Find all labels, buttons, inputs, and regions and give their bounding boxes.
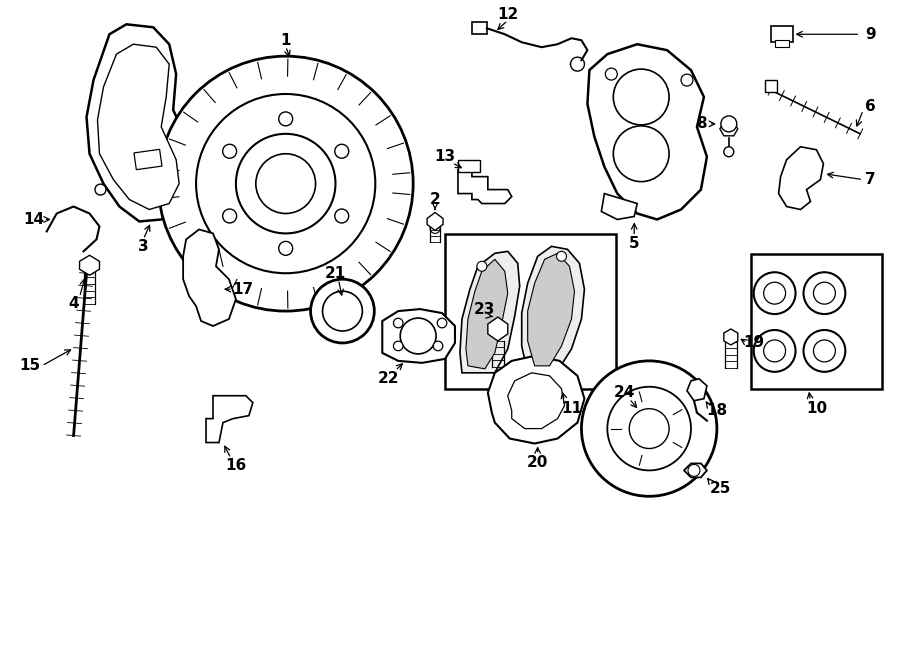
Text: 18: 18: [706, 403, 727, 418]
Polygon shape: [488, 317, 508, 341]
Circle shape: [556, 251, 566, 261]
Polygon shape: [508, 373, 564, 428]
Circle shape: [814, 340, 835, 362]
Circle shape: [764, 282, 786, 304]
Text: 10: 10: [806, 401, 827, 416]
Text: 12: 12: [497, 7, 518, 22]
Text: 21: 21: [325, 266, 346, 281]
Polygon shape: [778, 147, 824, 210]
Bar: [445, 235, 617, 389]
Polygon shape: [724, 329, 738, 345]
Bar: [751, 254, 882, 389]
Polygon shape: [97, 44, 179, 210]
Circle shape: [393, 318, 403, 328]
Text: 6: 6: [865, 99, 876, 114]
Text: 1: 1: [281, 33, 291, 48]
Circle shape: [581, 361, 717, 496]
Polygon shape: [684, 463, 706, 477]
Circle shape: [95, 184, 106, 195]
Text: 11: 11: [561, 401, 582, 416]
Polygon shape: [601, 194, 637, 219]
Text: 17: 17: [232, 282, 254, 297]
Circle shape: [629, 408, 669, 449]
Circle shape: [814, 282, 835, 304]
Polygon shape: [522, 247, 584, 376]
Polygon shape: [466, 259, 508, 369]
Polygon shape: [79, 255, 100, 275]
Circle shape: [804, 330, 845, 372]
Text: 3: 3: [138, 239, 148, 254]
Circle shape: [437, 318, 446, 328]
Circle shape: [606, 68, 617, 80]
Text: 4: 4: [68, 295, 79, 311]
Bar: [472, 22, 487, 34]
Circle shape: [236, 134, 336, 233]
Circle shape: [613, 126, 669, 182]
Polygon shape: [588, 44, 706, 219]
Circle shape: [753, 330, 796, 372]
Circle shape: [322, 291, 363, 331]
Text: 14: 14: [23, 212, 44, 227]
Circle shape: [608, 387, 691, 471]
Circle shape: [335, 209, 348, 223]
Circle shape: [400, 318, 436, 354]
Polygon shape: [460, 251, 519, 373]
Text: 5: 5: [629, 236, 640, 251]
Circle shape: [430, 223, 440, 233]
Bar: [458, 160, 480, 172]
Text: 23: 23: [474, 301, 496, 317]
Text: 24: 24: [614, 385, 635, 401]
Polygon shape: [687, 379, 707, 401]
Text: 13: 13: [435, 149, 455, 164]
Text: 22: 22: [377, 371, 399, 386]
Circle shape: [613, 69, 669, 125]
Circle shape: [477, 261, 487, 271]
Circle shape: [310, 279, 374, 343]
Circle shape: [688, 465, 700, 477]
Polygon shape: [86, 24, 194, 221]
Circle shape: [393, 341, 403, 351]
Circle shape: [724, 147, 733, 157]
Circle shape: [433, 341, 443, 351]
Text: 19: 19: [743, 335, 764, 350]
Text: 20: 20: [526, 455, 548, 470]
Text: 8: 8: [696, 116, 706, 132]
Text: 7: 7: [865, 172, 876, 187]
Text: 9: 9: [865, 26, 876, 42]
Polygon shape: [488, 356, 584, 444]
Polygon shape: [527, 253, 574, 366]
Circle shape: [721, 116, 737, 132]
Circle shape: [753, 272, 796, 314]
Circle shape: [279, 112, 292, 126]
Text: 2: 2: [429, 192, 440, 207]
Bar: [775, 40, 788, 47]
Circle shape: [158, 56, 413, 311]
Circle shape: [222, 209, 237, 223]
Polygon shape: [183, 229, 236, 326]
Circle shape: [804, 272, 845, 314]
Polygon shape: [382, 309, 455, 363]
Polygon shape: [428, 212, 443, 231]
Circle shape: [196, 94, 375, 273]
Text: 15: 15: [19, 358, 40, 373]
Polygon shape: [765, 80, 777, 92]
Circle shape: [764, 340, 786, 362]
Polygon shape: [206, 396, 253, 442]
Circle shape: [279, 241, 292, 255]
Bar: [134, 149, 162, 170]
Circle shape: [222, 144, 237, 158]
Circle shape: [335, 144, 348, 158]
Polygon shape: [720, 122, 738, 136]
Polygon shape: [458, 170, 512, 204]
Text: 16: 16: [225, 458, 247, 473]
Circle shape: [256, 154, 316, 214]
Circle shape: [681, 74, 693, 86]
Text: 25: 25: [710, 481, 732, 496]
Bar: [770, 26, 793, 42]
